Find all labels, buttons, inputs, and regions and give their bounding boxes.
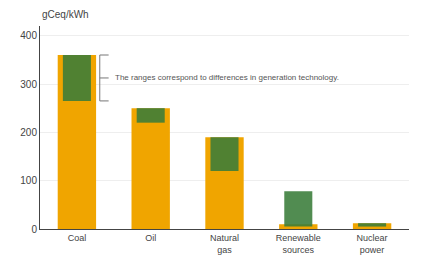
svg-text:100: 100 — [20, 175, 37, 186]
svg-text:Oil: Oil — [145, 233, 156, 243]
svg-text:Naturalgas: Naturalgas — [210, 233, 239, 255]
svg-text:400: 400 — [20, 30, 37, 41]
svg-text:300: 300 — [20, 79, 37, 90]
svg-text:Renewablesources: Renewablesources — [276, 233, 321, 255]
svg-text:gCeq/kWh: gCeq/kWh — [42, 9, 89, 20]
svg-text:0: 0 — [31, 224, 37, 235]
svg-text:Nuclearpower: Nuclearpower — [357, 233, 388, 255]
svg-text:The ranges correspond to diffe: The ranges correspond to differences in … — [115, 73, 339, 82]
svg-text:200: 200 — [20, 127, 37, 138]
svg-text:Coal: Coal — [68, 233, 87, 243]
